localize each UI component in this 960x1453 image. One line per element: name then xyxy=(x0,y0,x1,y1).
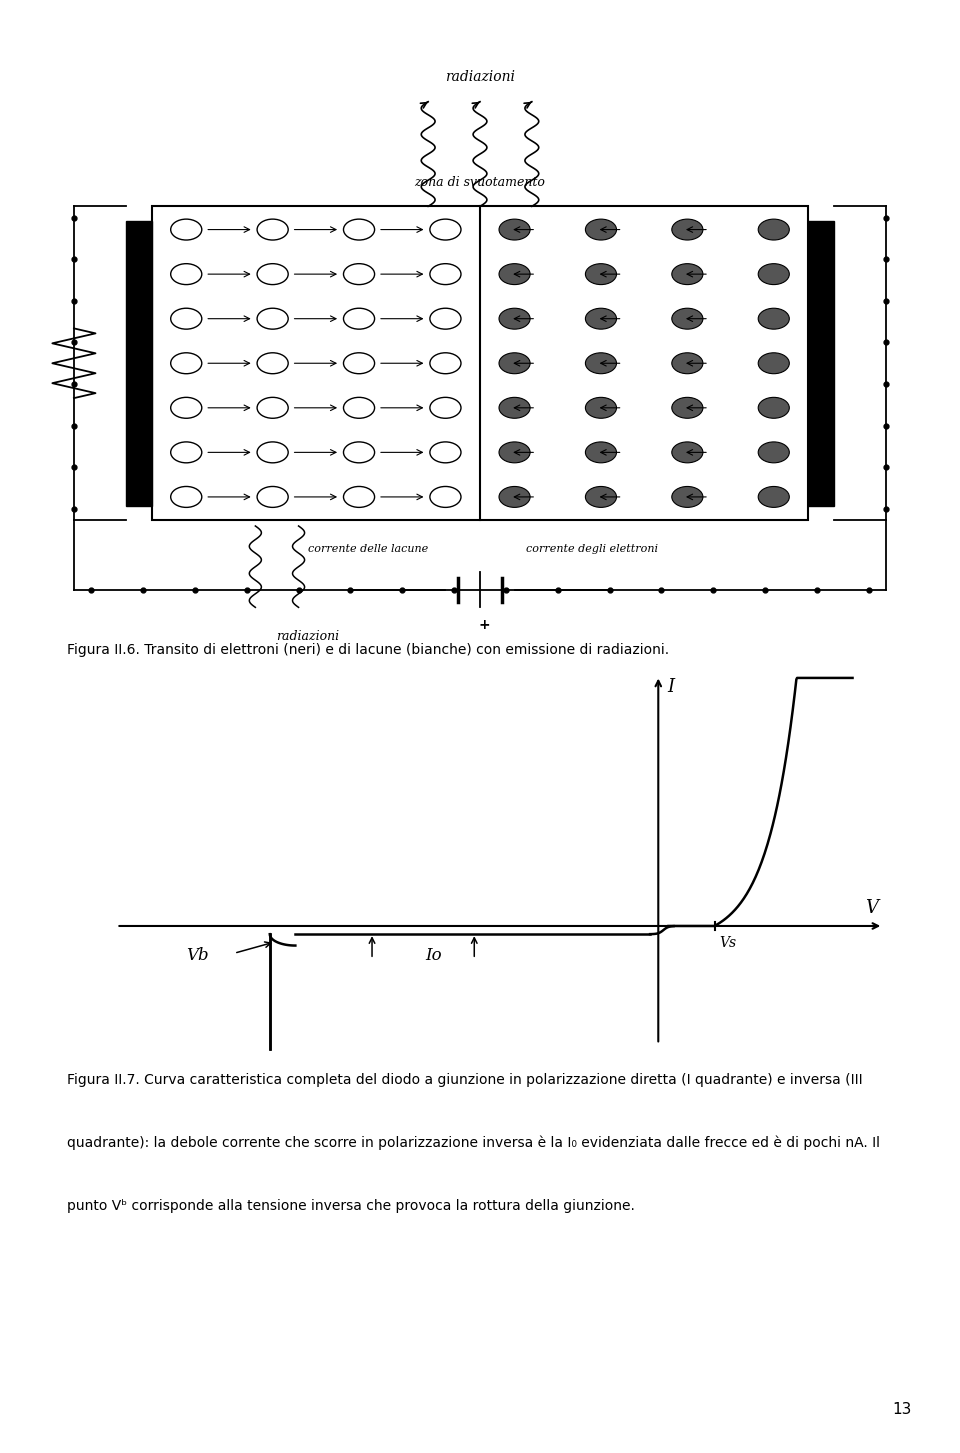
Circle shape xyxy=(499,353,530,373)
Circle shape xyxy=(672,442,703,464)
Bar xyxy=(126,221,152,506)
Text: corrente degli elettroni: corrente degli elettroni xyxy=(526,545,659,554)
Circle shape xyxy=(586,219,616,240)
Circle shape xyxy=(758,263,789,285)
Circle shape xyxy=(672,397,703,418)
Text: Figura II.7. Curva caratteristica completa del diodo a giunzione in polarizzazio: Figura II.7. Curva caratteristica comple… xyxy=(67,1072,863,1087)
Circle shape xyxy=(586,442,616,464)
Text: radiazioni: radiazioni xyxy=(276,631,339,642)
Circle shape xyxy=(499,442,530,464)
Text: Io: Io xyxy=(425,947,442,965)
Circle shape xyxy=(758,219,789,240)
Text: I: I xyxy=(667,679,674,696)
Circle shape xyxy=(586,353,616,373)
Text: corrente delle lacune: corrente delle lacune xyxy=(307,545,428,554)
Circle shape xyxy=(499,397,530,418)
Circle shape xyxy=(672,487,703,507)
Text: radiazioni: radiazioni xyxy=(445,70,515,84)
Circle shape xyxy=(672,219,703,240)
Circle shape xyxy=(499,487,530,507)
Circle shape xyxy=(672,263,703,285)
Circle shape xyxy=(758,487,789,507)
Text: Vs: Vs xyxy=(720,936,736,950)
Circle shape xyxy=(758,397,789,418)
Text: Vb: Vb xyxy=(186,947,208,965)
Circle shape xyxy=(586,308,616,330)
Circle shape xyxy=(499,308,530,330)
Text: zona di svuotamento: zona di svuotamento xyxy=(415,176,545,189)
Circle shape xyxy=(586,487,616,507)
Circle shape xyxy=(499,263,530,285)
Text: quadrante): la debole corrente che scorre in polarizzazione inversa è la I₀ evid: quadrante): la debole corrente che scorr… xyxy=(67,1136,880,1151)
Text: +: + xyxy=(478,618,491,632)
Bar xyxy=(152,206,808,520)
Circle shape xyxy=(499,219,530,240)
Circle shape xyxy=(586,263,616,285)
Circle shape xyxy=(758,353,789,373)
Bar xyxy=(808,221,834,506)
Text: 13: 13 xyxy=(893,1402,912,1417)
Text: V: V xyxy=(865,899,878,917)
Circle shape xyxy=(586,397,616,418)
Circle shape xyxy=(672,353,703,373)
Text: punto Vᵇ corrisponde alla tensione inversa che provoca la rottura della giunzion: punto Vᵇ corrisponde alla tensione inver… xyxy=(67,1199,636,1213)
Text: Figura II.6. Transito di elettroni (neri) e di lacune (bianche) con emissione di: Figura II.6. Transito di elettroni (neri… xyxy=(67,644,669,657)
Circle shape xyxy=(758,442,789,464)
Circle shape xyxy=(758,308,789,330)
Circle shape xyxy=(672,308,703,330)
